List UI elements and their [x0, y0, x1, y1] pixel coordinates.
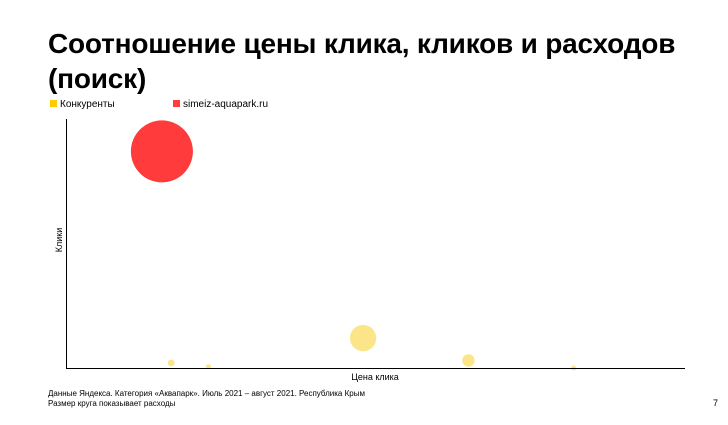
slide-title: Соотношение цены клика, кликов и расходо… — [48, 28, 676, 94]
legend-swatch-competitors — [50, 100, 57, 107]
bubble-simeiz-0 — [130, 120, 193, 183]
legend-item-simeiz: simeiz-aquapark.ru — [173, 99, 268, 111]
page-number: 7 — [712, 398, 718, 408]
x-axis-label: Цена клика — [351, 372, 399, 382]
y-axis-label: Клики — [54, 228, 64, 253]
legend-swatch-simeiz — [173, 100, 180, 107]
bubble-competitor-0 — [167, 359, 175, 367]
footnote: Данные Яндекса. Категория «Аквапарк». Ию… — [48, 389, 365, 409]
footnote-source: Данные Яндекса. Категория «Аквапарк». Ию… — [48, 389, 365, 398]
footnote-size-note: Размер круга показывает расходы — [48, 399, 176, 408]
bubble-competitor-2 — [349, 324, 377, 352]
legend-label-competitors: Конкуренты — [60, 99, 115, 110]
legend-label-simeiz: simeiz-aquapark.ru — [183, 99, 269, 110]
bubble-layer — [130, 120, 577, 371]
legend-item-competitors: Конкуренты — [50, 99, 115, 111]
bubble-competitor-3 — [462, 354, 475, 367]
